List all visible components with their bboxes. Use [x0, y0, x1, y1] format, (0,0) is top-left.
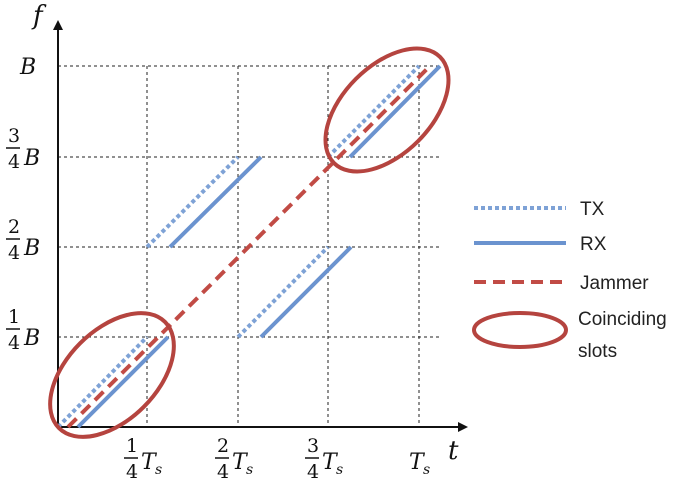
x-tick-2-4-ts: 2 4 T s	[215, 435, 253, 483]
x-tick-3-4-num: 3	[307, 435, 319, 457]
legend-jammer-label: Jammer	[580, 273, 649, 294]
y-tick-2-4-num: 2	[8, 216, 20, 238]
f-axis-label: f	[31, 1, 47, 31]
x-tick-2-4-den: 4	[217, 461, 229, 483]
y-tick-2-4-sym: B	[23, 236, 40, 261]
y-tick-1-4-sym: B	[23, 326, 40, 351]
legend-coinciding-label-line2: slots	[578, 341, 617, 362]
x-tick-1-4-sym: T	[141, 450, 158, 475]
coinciding-slot-ellipse-2	[323, 46, 451, 174]
y-tick-b: B	[19, 55, 36, 80]
tx-segment-3	[236, 245, 330, 339]
y-tick-1-4-b: 1 4 B	[6, 306, 40, 354]
x-tick-3-4-sub: s	[336, 462, 343, 478]
legend-coinciding-label-line1: Coinciding	[578, 309, 667, 330]
rx-segment-2	[168, 155, 263, 249]
grid	[58, 65, 440, 427]
x-tick-1-4-num: 1	[126, 435, 138, 457]
x-tick-ts: T s	[409, 450, 430, 478]
x-tick-ts-sub: s	[423, 462, 430, 478]
y-tick-1-4-num: 1	[8, 306, 20, 328]
tx-segment-4	[326, 64, 421, 159]
tx-segment-1	[56, 335, 149, 429]
coinciding-slot-ellipse-1	[48, 311, 176, 439]
y-tick-3-4-b: 3 4 B	[6, 125, 40, 173]
y-tick-2-4-den: 4	[8, 242, 20, 264]
legend-item-tx: TX	[474, 199, 605, 220]
x-tick-3-4-ts: 3 4 T s	[305, 435, 343, 483]
y-tick-3-4-den: 4	[8, 151, 20, 173]
legend-rx-label: RX	[580, 234, 607, 255]
tx-segment-2	[145, 155, 240, 249]
legend: TX RX Jammer Coinciding slots	[472, 199, 667, 362]
x-tick-2-4-num: 2	[217, 435, 229, 457]
y-tick-3-4-num: 3	[8, 125, 20, 147]
x-tick-3-4-sym: T	[322, 450, 339, 475]
y-tick-b-sym: B	[19, 55, 36, 80]
y-tick-2-4-b: 2 4 B	[6, 216, 40, 264]
legend-item-coinciding-slots: Coinciding slots	[472, 309, 667, 362]
x-tick-2-4-sym: T	[232, 450, 249, 475]
x-tick-1-4-sub: s	[155, 462, 162, 478]
x-tick-2-4-sub: s	[246, 462, 253, 478]
y-tick-1-4-den: 4	[8, 332, 20, 354]
legend-item-jammer: Jammer	[474, 273, 649, 294]
x-tick-ts-sym: T	[409, 450, 426, 475]
t-axis-label: t	[448, 436, 459, 466]
x-tick-1-4-den: 4	[126, 461, 138, 483]
rx-segment-3	[259, 245, 353, 339]
rx-segment-4	[348, 64, 442, 159]
legend-item-rx: RX	[474, 234, 607, 255]
x-tick-3-4-den: 4	[307, 461, 319, 483]
legend-tx-label: TX	[580, 199, 605, 220]
legend-ellipse-swatch	[472, 311, 568, 349]
y-tick-3-4-sym: B	[23, 146, 40, 171]
jammer-line	[66, 64, 432, 429]
x-tick-1-4-ts: 1 4 T s	[124, 435, 162, 483]
rx-segment-1	[76, 335, 170, 429]
